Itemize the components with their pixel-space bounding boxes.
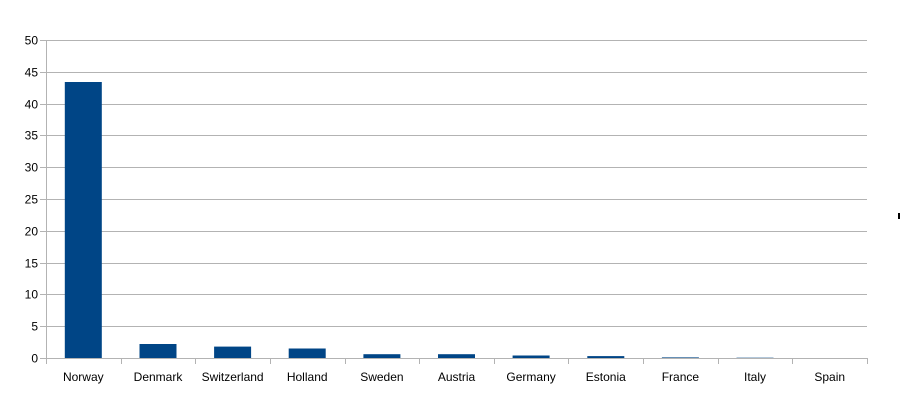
y-tick-label: 25 [25, 193, 39, 207]
y-tick-label: 5 [31, 320, 38, 334]
bar-holland [288, 348, 326, 358]
x-tick-label-norway: Norway [63, 370, 104, 384]
x-axis-labels: Norway Denmark Switzerland Holland Sweden Aus… [63, 358, 868, 384]
x-tick-label-estonia: Estonia [586, 370, 626, 384]
bars [64, 82, 774, 358]
y-tick-label: 35 [25, 129, 39, 143]
y-tick-label: 40 [25, 98, 39, 112]
legend-marker [898, 213, 900, 219]
y-tick-label: 50 [25, 34, 39, 48]
y-axis-ticks: 0 5 10 15 20 25 30 35 40 45 50 [25, 34, 46, 366]
y-tick-label: 20 [25, 225, 39, 239]
y-tick-label: 45 [25, 66, 39, 80]
y-tick-label: 30 [25, 161, 39, 175]
bar-germany [512, 355, 550, 358]
bar-france [661, 357, 699, 358]
grid-lines [46, 40, 867, 359]
y-tick-label: 0 [31, 352, 38, 366]
x-tick-label-denmark: Denmark [134, 370, 184, 384]
bar-austria [438, 354, 475, 358]
x-tick-label-italy: Italy [744, 370, 766, 384]
bar-switzerland [214, 346, 252, 358]
bar-norway [64, 82, 102, 358]
bar-estonia [587, 356, 625, 358]
bar-denmark [139, 344, 177, 358]
x-tick-label-holland: Holland [287, 370, 328, 384]
x-tick-label-germany: Germany [506, 370, 555, 384]
x-tick-label-switzerland: Switzerland [202, 370, 264, 384]
y-tick-label: 15 [25, 257, 39, 271]
y-tick-label: 10 [25, 288, 39, 302]
x-tick-label-spain: Spain [814, 370, 845, 384]
x-tick-label-austria: Austria [438, 370, 476, 384]
bar-sweden [363, 354, 401, 358]
x-tick-label-sweden: Sweden [360, 370, 403, 384]
x-tick-label-france: France [662, 370, 700, 384]
